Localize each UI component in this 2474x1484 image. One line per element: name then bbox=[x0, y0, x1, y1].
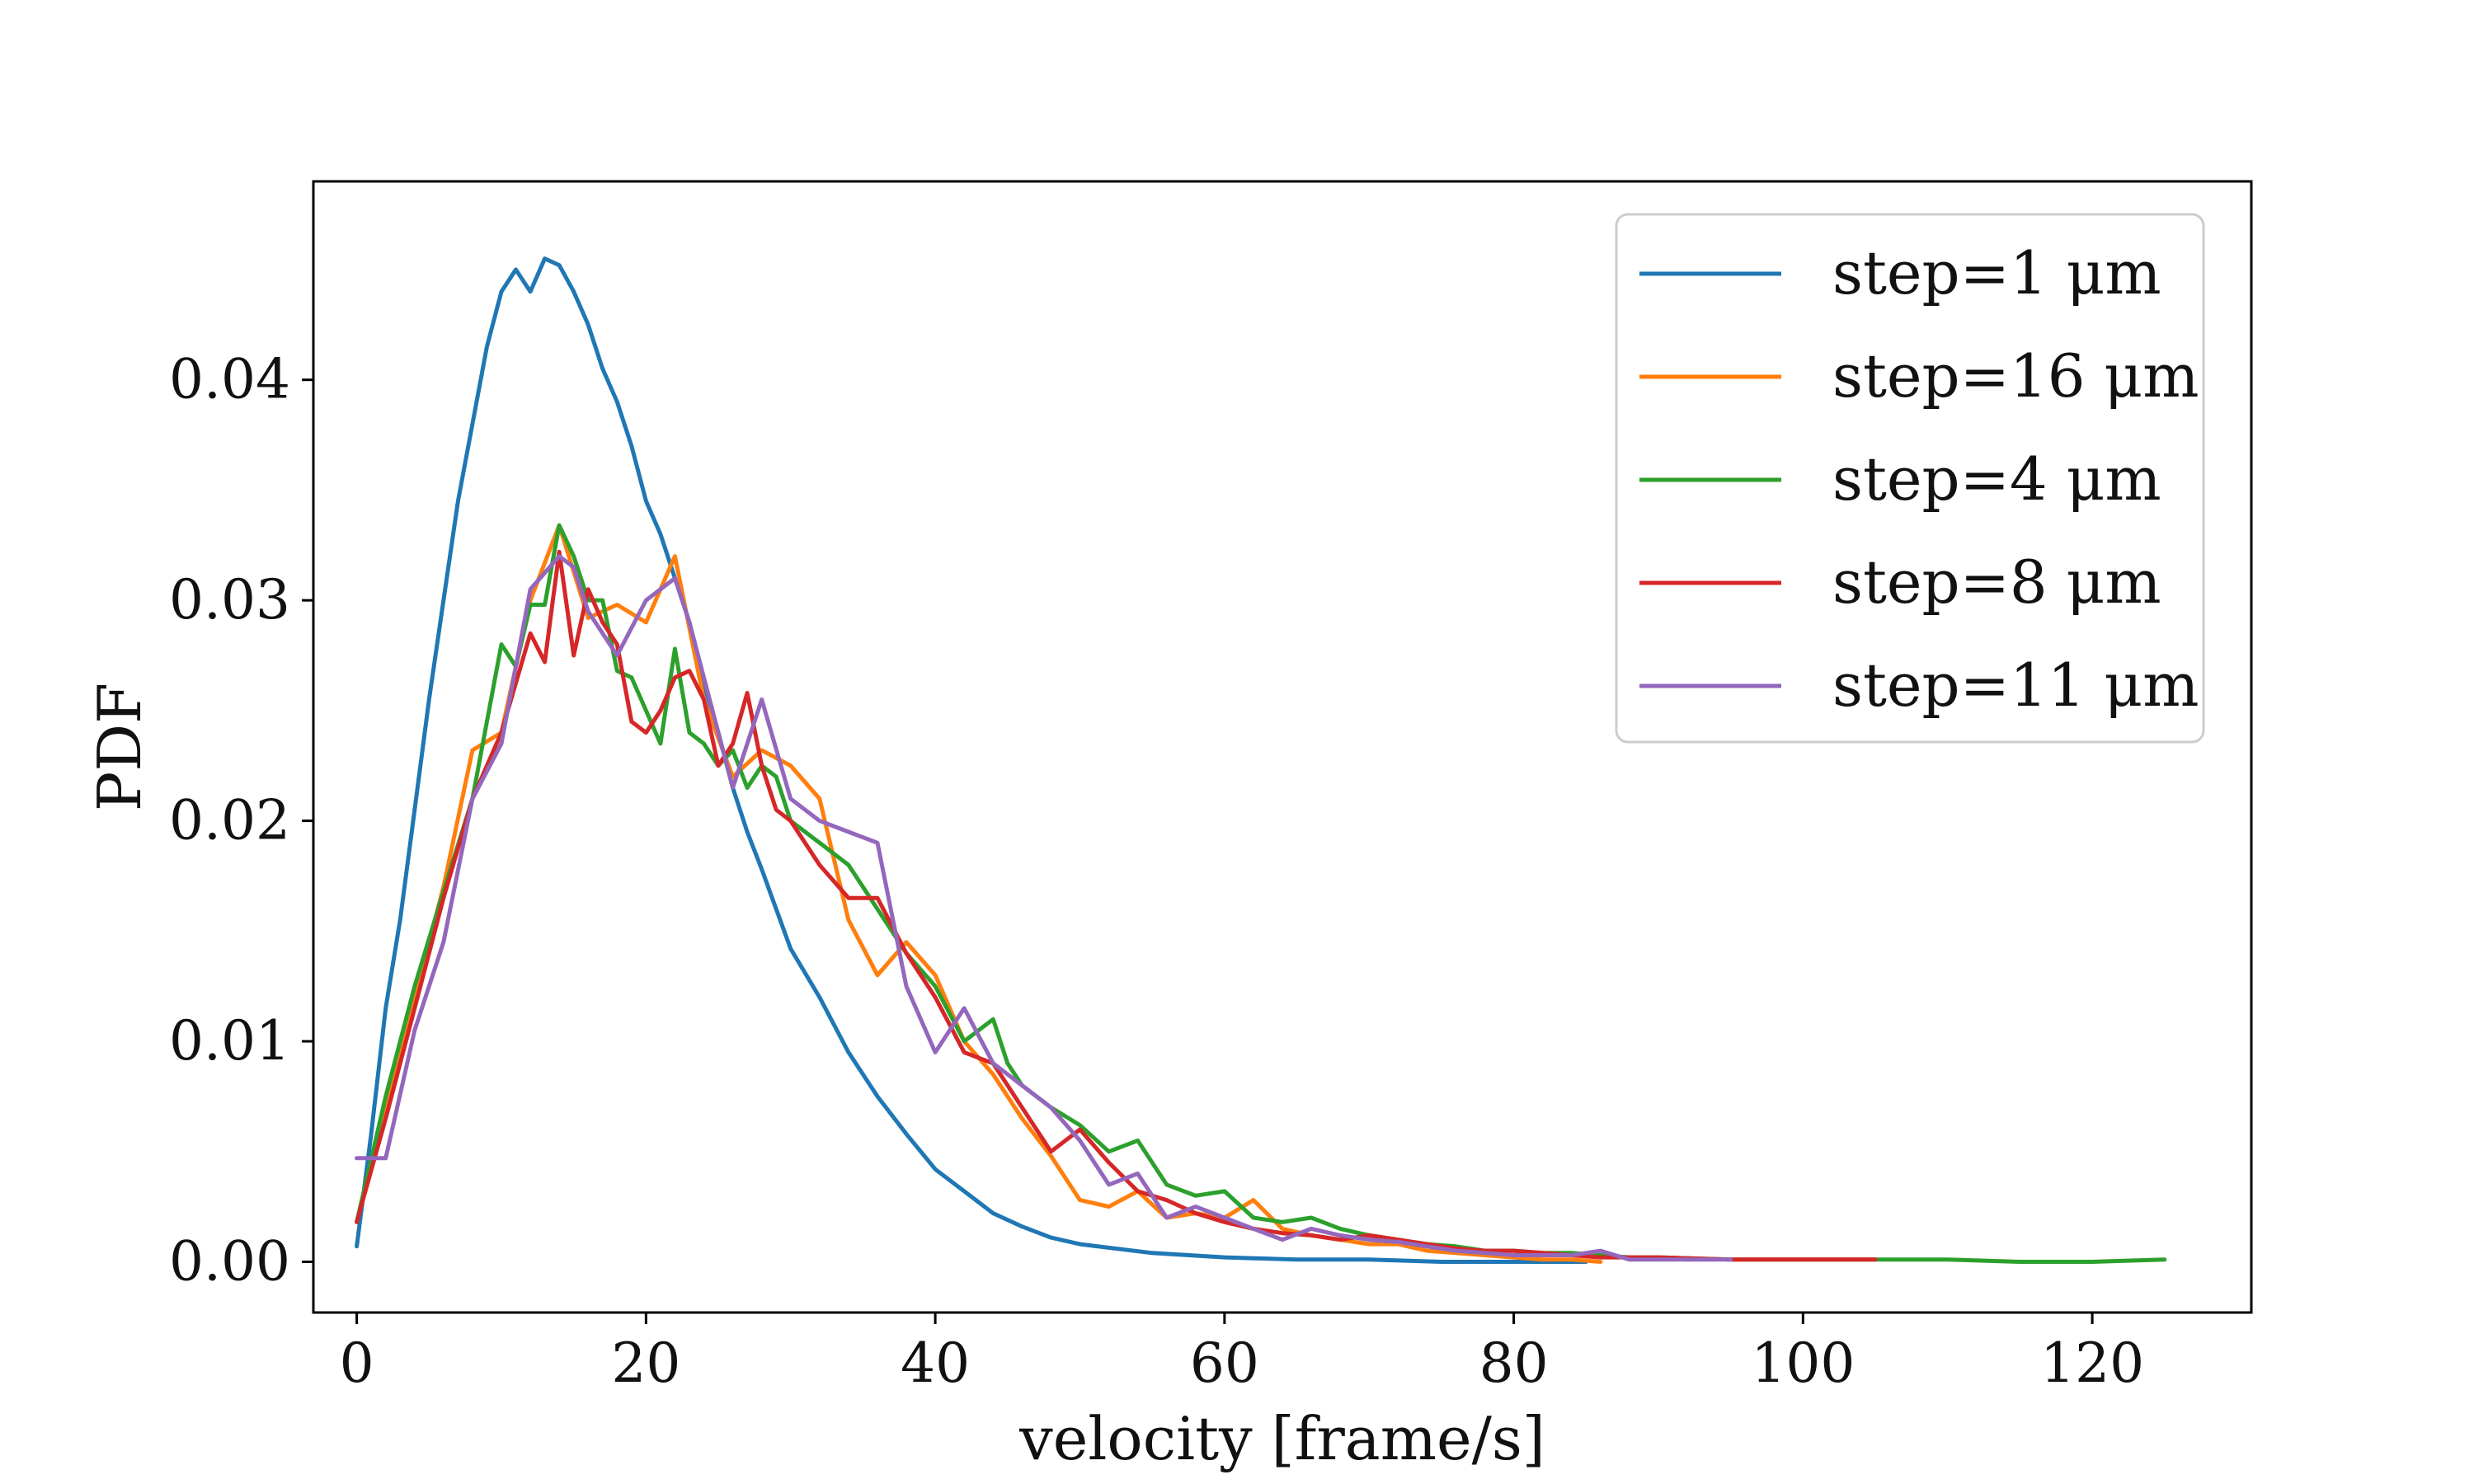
series-line-4 bbox=[355, 554, 1733, 1262]
plot-frame bbox=[312, 180, 2253, 1314]
legend-label-0: step=1 μm bbox=[1832, 238, 2161, 308]
x-tick-label: 0 bbox=[340, 1331, 374, 1395]
y-tick-label: 0.04 bbox=[169, 348, 290, 411]
y-tick-label: 0.02 bbox=[169, 789, 290, 852]
x-tick-label: 40 bbox=[901, 1331, 970, 1395]
x-tick-label: 60 bbox=[1190, 1331, 1259, 1395]
legend-label-4: step=11 μm bbox=[1832, 650, 2199, 720]
plot-area bbox=[355, 256, 2167, 1264]
x-tick-label: 80 bbox=[1479, 1331, 1549, 1395]
y-axis-ticks: 0.00 0.01 0.02 0.03 0.04 bbox=[169, 348, 313, 1293]
series-line-3 bbox=[355, 549, 1878, 1262]
y-tick-label: 0.01 bbox=[169, 1009, 290, 1073]
legend-label-1: step=16 μm bbox=[1832, 341, 2199, 411]
legend-label-3: step=8 μm bbox=[1832, 547, 2161, 617]
x-axis-ticks: 0 20 40 60 80 100 120 bbox=[340, 1313, 2144, 1395]
legend-box bbox=[1615, 213, 2205, 744]
y-tick-label: 0.00 bbox=[169, 1229, 290, 1293]
x-tick-label: 100 bbox=[1751, 1331, 1855, 1395]
x-axis-label: velocity [frame/s] bbox=[1018, 1404, 1545, 1473]
x-tick-label: 20 bbox=[611, 1331, 680, 1395]
x-tick-label: 120 bbox=[2040, 1331, 2144, 1395]
legend-label-2: step=4 μm bbox=[1832, 444, 2161, 514]
legend: step=1 μm step=16 μm step=4 μm step=8 μm ste… bbox=[1615, 213, 2205, 744]
y-axis-label: PDF bbox=[85, 683, 154, 811]
y-tick-label: 0.03 bbox=[169, 568, 290, 632]
